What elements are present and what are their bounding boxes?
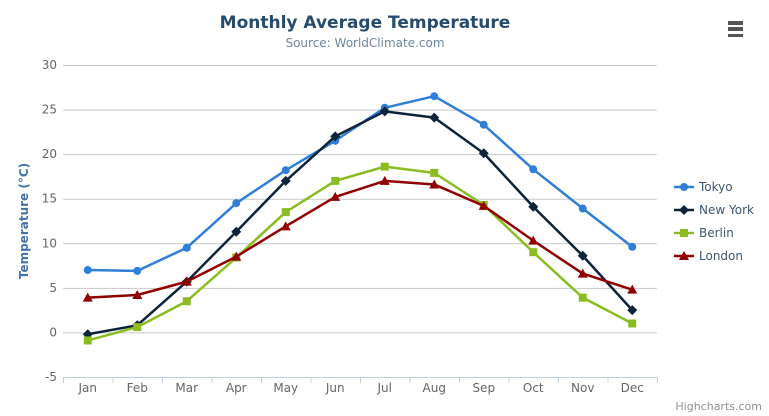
y-axis-label: -5 [45,370,57,384]
point-london-nov[interactable] [577,268,588,278]
chart-subtitle: Source: WorldClimate.com [285,36,445,50]
legend-marker-tokyo[interactable] [680,182,688,191]
point-berlin-oct[interactable] [529,248,538,257]
y-axis-label: 5 [49,281,57,295]
highcharts-credit[interactable]: Highcharts.com [675,400,762,413]
legend-symbol-square-icon [674,228,694,237]
y-axis-title: Temperature (°C) [17,162,31,280]
legend-label-new-york: New York [699,202,754,217]
point-berlin-mar[interactable] [182,297,191,306]
point-london-oct[interactable] [528,235,539,245]
x-axis-label-dec: Dec [621,381,644,395]
x-axis-label-feb: Feb [127,381,148,395]
point-tokyo-feb[interactable] [133,266,142,275]
series-line-new-york [86,110,634,336]
point-berlin-aug[interactable] [430,168,439,177]
hamburger-icon [728,33,743,37]
legend-marker-new-york[interactable] [679,204,689,215]
series-line-tokyo [86,94,634,273]
x-axis-label-may: May [273,381,298,395]
point-berlin-jun[interactable] [331,176,340,185]
point-tokyo-mar[interactable] [182,243,191,252]
x-axis-label-aug: Aug [423,381,446,395]
series-new-york [82,106,638,340]
point-berlin-dec[interactable] [628,319,637,328]
point-tokyo-nov[interactable] [578,204,587,213]
point-london-jul[interactable] [379,175,390,185]
point-berlin-nov[interactable] [578,293,587,302]
x-axis-label-nov: Nov [571,381,594,395]
legend-symbol-circle-icon [674,182,694,191]
series-tokyo [83,92,637,275]
hamburger-icon [728,27,743,31]
point-new-york-dec[interactable] [627,305,638,316]
point-london-jan[interactable] [82,292,93,302]
point-tokyo-aug[interactable] [430,92,439,101]
hamburger-icon [728,21,743,25]
chart-title: Monthly Average Temperature [219,13,511,33]
point-new-york-oct[interactable] [528,201,539,212]
point-london-jun[interactable] [330,191,341,201]
legend-item-berlin[interactable]: Berlin [674,221,754,244]
series-line-berlin [86,165,634,342]
point-tokyo-jan[interactable] [83,266,92,275]
point-tokyo-may[interactable] [281,166,290,175]
legend-item-tokyo[interactable]: Tokyo [674,175,754,198]
point-tokyo-apr[interactable] [232,199,241,208]
point-berlin-feb[interactable] [133,323,142,332]
point-london-sep[interactable] [478,200,489,210]
x-axis-label-jul: Jul [377,381,392,395]
x-axis-label-apr: Apr [226,381,247,395]
legend-item-london[interactable]: London [674,244,754,267]
point-new-york-nov[interactable] [577,250,588,261]
point-berlin-jul[interactable] [380,162,389,171]
series-london [82,175,638,302]
x-axis-label-jun: Jun [325,381,345,395]
y-axis-label: 0 [49,325,57,339]
point-london-apr[interactable] [231,251,242,261]
series-line-london [86,179,634,299]
legend-symbol-triangle-icon [674,250,694,260]
point-london-may[interactable] [280,221,291,231]
legend-label-london: London [699,248,743,263]
point-tokyo-dec[interactable] [628,242,637,251]
y-axis-label: 10 [42,236,57,250]
export-menu-button[interactable] [728,21,744,37]
y-axis-label: 25 [42,103,57,117]
legend-marker-london[interactable] [679,250,689,260]
point-london-dec[interactable] [627,284,638,294]
point-new-york-jul[interactable] [379,106,390,117]
legend-symbol-diamond-icon [674,204,694,215]
point-tokyo-oct[interactable] [529,165,538,174]
legend-item-new-york[interactable]: New York [674,198,754,221]
y-axis-label: 20 [42,147,57,161]
point-london-mar[interactable] [181,276,192,286]
x-axis-label-oct: Oct [523,381,544,395]
point-new-york-may[interactable] [280,175,291,186]
point-new-york-jun[interactable] [330,131,341,142]
y-axis-label: 30 [42,58,57,72]
legend: Tokyo New York Berlin London [674,175,754,267]
point-berlin-may[interactable] [281,208,290,217]
point-new-york-aug[interactable] [429,112,440,123]
y-axis-label: 15 [42,192,57,206]
point-london-feb[interactable] [132,289,143,299]
legend-label-tokyo: Tokyo [699,179,733,194]
legend-marker-berlin[interactable] [680,228,688,237]
point-tokyo-sep[interactable] [479,120,488,129]
point-new-york-sep[interactable] [478,148,489,159]
x-axis-label-sep: Sep [472,381,495,395]
x-axis-label-mar: Mar [175,381,198,395]
point-new-york-apr[interactable] [231,226,242,237]
series-berlin [83,162,637,345]
legend-label-berlin: Berlin [699,225,734,240]
point-berlin-jan[interactable] [83,336,92,345]
x-axis-label-jan: Jan [78,381,98,395]
point-london-aug[interactable] [429,179,440,189]
